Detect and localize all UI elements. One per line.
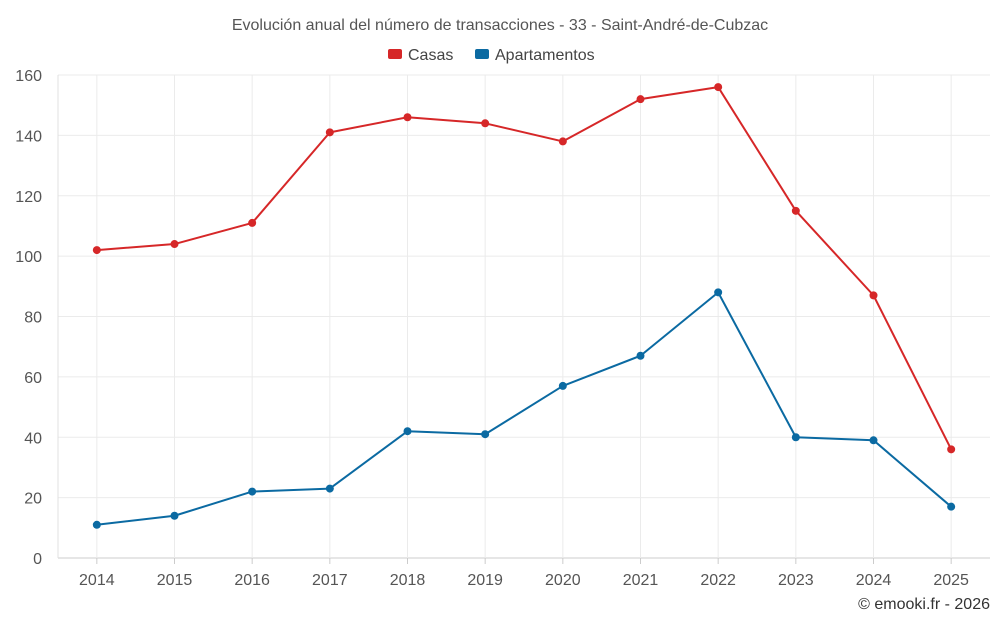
series-line-apartamentos <box>96 291 952 526</box>
data-point-casas-2021[interactable] <box>636 95 645 104</box>
data-point-apartamentos-2021[interactable] <box>636 351 645 360</box>
chart-title: Evolución anual del número de transaccio… <box>232 17 768 34</box>
grid <box>57 74 990 559</box>
data-point-casas-2018[interactable] <box>403 113 412 122</box>
x-tick-label: 2016 <box>234 572 270 589</box>
data-point-casas-2019[interactable] <box>481 119 490 128</box>
data-point-apartamentos-2019[interactable] <box>481 430 490 439</box>
data-point-apartamentos-2023[interactable] <box>791 433 800 442</box>
legend-swatch-casas[interactable] <box>388 49 402 59</box>
y-tick-label: 40 <box>24 430 42 447</box>
legend-swatch-apartamentos[interactable] <box>475 49 489 59</box>
x-tick-label: 2017 <box>312 572 348 589</box>
legend-label-casas[interactable]: Casas <box>408 47 453 64</box>
y-tick-label: 140 <box>15 128 42 145</box>
y-tick-label: 80 <box>24 310 42 327</box>
data-point-casas-2020[interactable] <box>558 137 567 146</box>
data-point-casas-2014[interactable] <box>92 246 101 255</box>
x-tick-label: 2023 <box>778 572 814 589</box>
y-tick-label: 0 <box>33 551 42 568</box>
data-point-casas-2024[interactable] <box>869 291 878 300</box>
y-tick-label: 100 <box>15 249 42 266</box>
series-layer <box>92 83 956 529</box>
x-axis: 2014 2015 2016 2017 2018 2019 2020 2021 2022 2023… <box>79 558 969 589</box>
x-tick-label: 2024 <box>856 572 892 589</box>
x-tick-label: 2022 <box>700 572 736 589</box>
data-point-apartamentos-2022[interactable] <box>714 288 723 297</box>
data-point-apartamentos-2020[interactable] <box>558 381 567 390</box>
data-point-apartamentos-2025[interactable] <box>947 502 956 511</box>
data-point-casas-2016[interactable] <box>248 218 257 227</box>
y-tick-label: 20 <box>24 491 42 508</box>
x-tick-label: 2020 <box>545 572 581 589</box>
data-point-apartamentos-2018[interactable] <box>403 427 412 436</box>
data-point-casas-2023[interactable] <box>791 206 800 215</box>
y-tick-label: 160 <box>15 68 42 85</box>
data-point-apartamentos-2015[interactable] <box>170 511 179 520</box>
y-tick-label: 120 <box>15 189 42 206</box>
legend-label-apartamentos[interactable]: Apartamentos <box>495 47 595 64</box>
x-tick-label: 2021 <box>623 572 659 589</box>
data-point-apartamentos-2016[interactable] <box>248 487 257 496</box>
x-tick-label: 2025 <box>933 572 969 589</box>
x-tick-label: 2015 <box>157 572 193 589</box>
x-tick-label: 2014 <box>79 572 115 589</box>
y-axis: 0 20 40 60 80 100 120 140 160 <box>15 68 42 568</box>
credit-text: © emooki.fr - 2026 <box>858 596 990 613</box>
data-point-apartamentos-2014[interactable] <box>92 520 101 529</box>
data-point-apartamentos-2017[interactable] <box>325 484 334 493</box>
legend: Casas Apartamentos <box>388 47 595 64</box>
data-point-casas-2015[interactable] <box>170 240 179 249</box>
data-point-casas-2025[interactable] <box>947 445 956 454</box>
data-point-apartamentos-2024[interactable] <box>869 436 878 445</box>
data-point-casas-2022[interactable] <box>714 83 723 92</box>
x-tick-label: 2019 <box>467 572 503 589</box>
data-point-casas-2017[interactable] <box>325 128 334 137</box>
y-tick-label: 60 <box>24 370 42 387</box>
x-tick-label: 2018 <box>390 572 426 589</box>
series-line-casas <box>96 86 953 450</box>
